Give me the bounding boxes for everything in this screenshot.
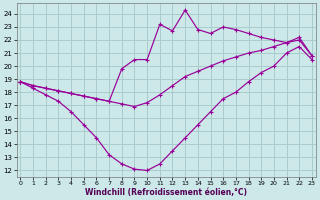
X-axis label: Windchill (Refroidissement éolien,°C): Windchill (Refroidissement éolien,°C) bbox=[85, 188, 247, 197]
